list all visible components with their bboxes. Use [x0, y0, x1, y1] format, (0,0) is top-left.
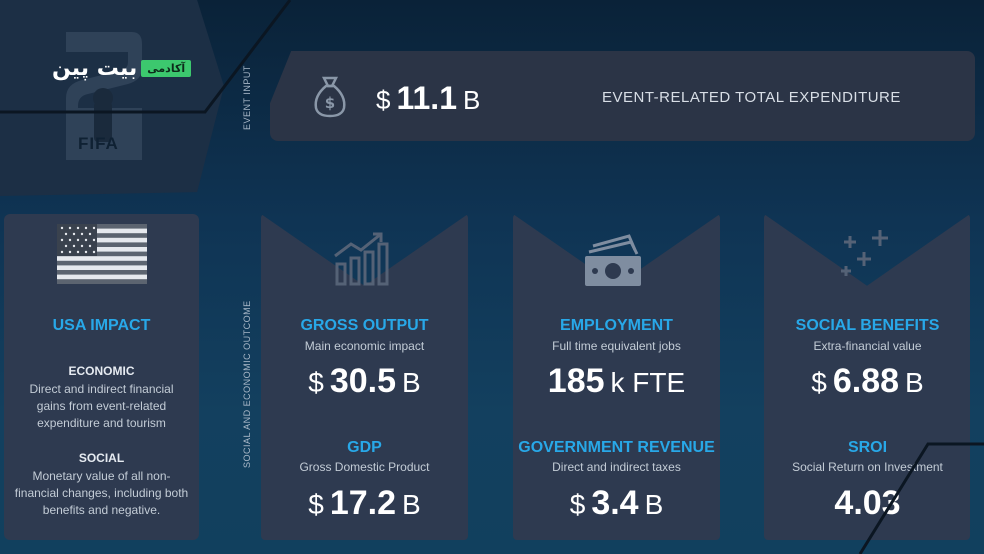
- gdp-value: $ 17.2 B: [261, 484, 468, 523]
- sroi-value: 4.03: [764, 484, 971, 523]
- social-benefits-value: $ 6.88 B: [764, 362, 971, 401]
- sroi-subtitle: Social Return on Investment: [792, 460, 943, 474]
- expenditure-amount: $ 11.1 B: [376, 80, 480, 117]
- social-heading: SOCIAL: [78, 451, 125, 465]
- expenditure-banner: [270, 51, 975, 141]
- gross-output-value: $ 30.5 B: [261, 362, 468, 401]
- usa-impact-title: USA IMPACT: [52, 317, 151, 334]
- fifa-wordmark: FIFA: [78, 134, 119, 153]
- brand-name: بیت پین: [52, 55, 138, 81]
- svg-text:$: $: [325, 94, 335, 112]
- government-revenue-title: GOVERNMENT REVENUE: [518, 439, 715, 456]
- currency-symbol: $: [376, 85, 391, 115]
- metric-unit: B: [905, 367, 924, 398]
- metric-number: 17.2: [329, 484, 397, 522]
- sroi-title: SROI: [847, 439, 888, 456]
- currency-symbol: $: [811, 367, 827, 398]
- currency-symbol: $: [308, 489, 324, 520]
- banknote-icon: [585, 234, 641, 286]
- expenditure-label: EVENT-RELATED TOTAL EXPENDITURE: [602, 89, 901, 106]
- brand-logo: بیت پین آکادمی: [52, 54, 192, 82]
- bar-chart-growth-icon: [334, 232, 389, 286]
- metric-unit: B: [402, 367, 421, 398]
- gdp-subtitle: Gross Domestic Product: [299, 460, 430, 474]
- metric-unit: B: [402, 489, 421, 520]
- brand-tag: آکادمی: [141, 59, 192, 77]
- metric-unit: B: [644, 489, 664, 520]
- economic-description: Direct and indirect financial gains from…: [29, 382, 174, 430]
- employment-subtitle: Full time equivalent jobs: [552, 339, 681, 353]
- currency-symbol: $: [569, 489, 586, 520]
- gross-output-title: GROSS OUTPUT: [300, 317, 429, 334]
- metric-number: 30.5: [329, 362, 397, 400]
- sparkle-plus-icon: [841, 230, 888, 276]
- metric-number: 3.4: [591, 484, 639, 522]
- government-revenue-subtitle: Direct and indirect taxes: [552, 460, 681, 474]
- outcome-label: SOCIAL AND ECONOMIC OUTCOME: [242, 300, 252, 468]
- metric-number: 4.03: [834, 484, 901, 522]
- gross-output-subtitle: Main economic impact: [304, 339, 425, 353]
- event-input-label: EVENT INPUT: [242, 65, 252, 130]
- metric-unit: k FTE: [610, 367, 686, 398]
- gdp-title: GDP: [347, 439, 382, 456]
- employment-value: 185 k FTE: [513, 362, 720, 401]
- economic-heading: ECONOMIC: [68, 364, 135, 378]
- expenditure-unit: B: [462, 85, 481, 115]
- currency-symbol: $: [308, 367, 324, 398]
- metric-number: 185: [547, 362, 605, 400]
- social-benefits-subtitle: Extra-financial value: [813, 339, 922, 353]
- government-revenue-value: $ 3.4 B: [513, 484, 720, 523]
- metric-number: 6.88: [832, 362, 900, 400]
- employment-title: EMPLOYMENT: [560, 317, 673, 334]
- social-description: Monetary value of all non-financial chan…: [14, 469, 189, 517]
- expenditure-value: 11.1: [396, 80, 457, 116]
- social-benefits-title: SOCIAL BENEFITS: [795, 317, 940, 334]
- usa-flag-icon: [57, 224, 147, 284]
- money-bag-icon: $: [314, 76, 346, 118]
